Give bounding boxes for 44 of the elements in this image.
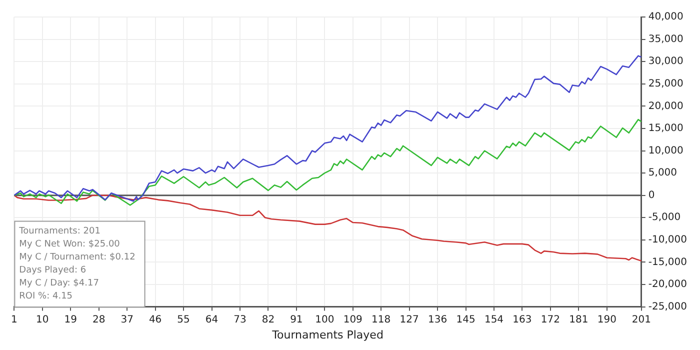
annotation: Tournaments: 201: [18, 226, 100, 237]
x-tick-label: 1: [10, 314, 18, 326]
x-tick-label: 10: [36, 314, 49, 326]
x-tick-label: 19: [64, 314, 77, 326]
x-tick-label: 136: [428, 314, 448, 326]
y-tick-label: -10,000: [648, 234, 688, 246]
y-tick-label: 25,000: [648, 78, 684, 90]
annotation: My C / Tournament: $0.12: [19, 252, 136, 263]
x-tick-label: 109: [343, 314, 362, 326]
annotation: My C Net Won: $25.00: [19, 240, 120, 250]
x-tick-label: 163: [512, 314, 532, 326]
x-tick-label: 37: [120, 314, 134, 326]
x-axis-title: Tournaments Played: [271, 328, 384, 342]
y-tick-label: 20,000: [648, 100, 684, 112]
x-tick-label: 28: [92, 314, 106, 326]
y-tick-label: 30,000: [648, 56, 684, 68]
annotation: ROI %: 4.15: [19, 292, 73, 302]
x-tick-label: 145: [456, 314, 476, 326]
x-tick-label: 91: [290, 314, 303, 326]
annotation: My C / Day: $4.17: [19, 278, 99, 289]
y-tick-label: -20,000: [648, 279, 688, 290]
y-tick-label: 0: [648, 190, 655, 201]
x-tick-label: 181: [569, 314, 588, 326]
y-tick-label: -25,000: [648, 301, 688, 312]
y-tick-label: 5,000: [648, 168, 678, 179]
x-tick-label: 64: [205, 314, 218, 326]
y-tick-label: 15,000: [648, 123, 684, 134]
x-tick-label: 100: [315, 314, 334, 326]
y-tick-label: 40,000: [648, 12, 684, 23]
x-tick-label: 190: [597, 314, 616, 326]
x-tick-label: 172: [540, 314, 560, 326]
y-tick-label: 10,000: [648, 145, 684, 156]
x-tick-label: 118: [372, 314, 391, 326]
x-tick-label: 73: [234, 314, 246, 326]
y-tick-label: -15,000: [648, 256, 688, 268]
annotation: Days Played: 6: [19, 266, 86, 276]
x-tick-label: 127: [400, 314, 419, 326]
y-tick-label: -5,000: [648, 212, 681, 224]
x-tick-label: 154: [484, 314, 504, 326]
y-tick-label: 35,000: [648, 34, 684, 45]
x-tick-label: 82: [262, 314, 275, 326]
x-tick-label: 55: [177, 314, 190, 326]
x-tick-label: 201: [632, 314, 651, 326]
x-tick-label: 46: [148, 314, 162, 326]
